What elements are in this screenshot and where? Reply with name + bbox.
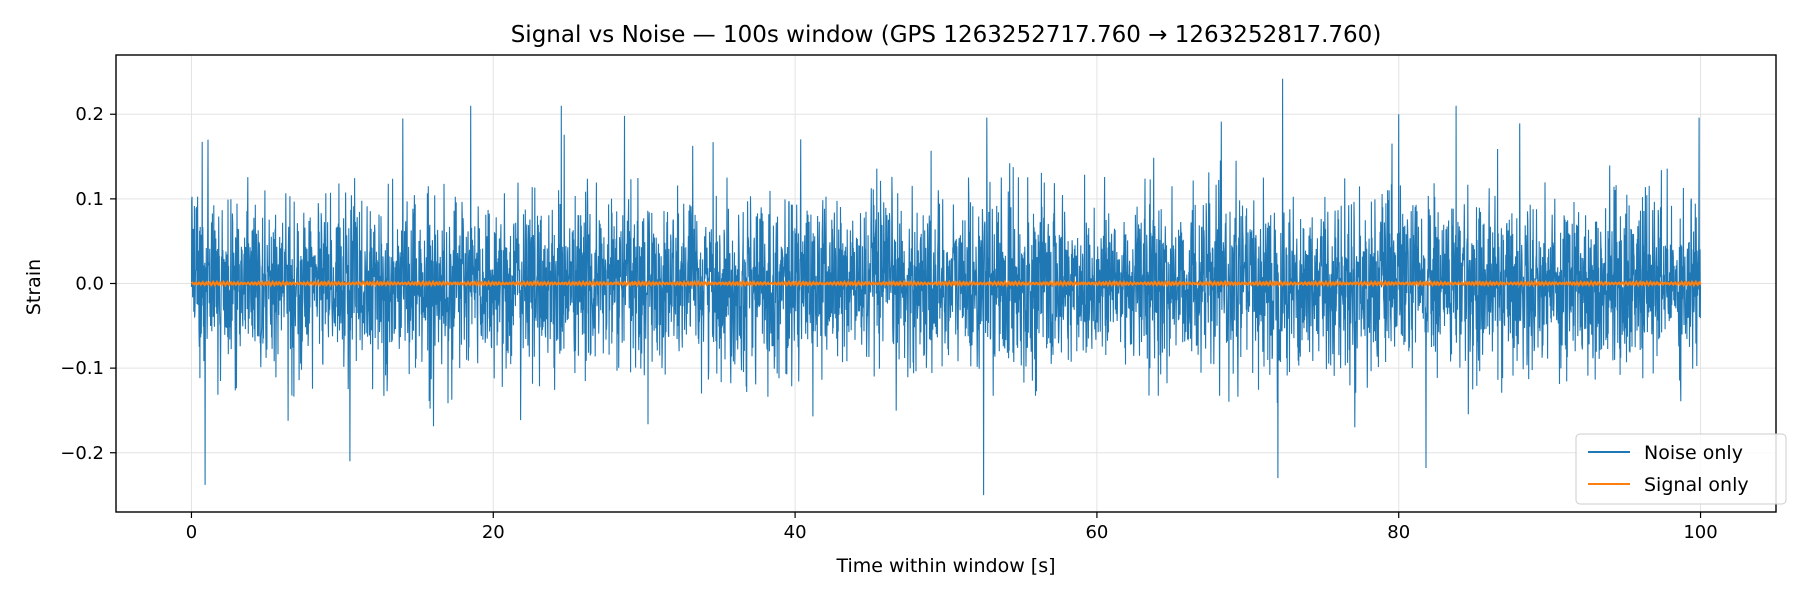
x-axis-label: Time within window [s] [835, 555, 1055, 577]
x-tick-label: 40 [784, 522, 807, 543]
legend-label-signal: Signal only [1644, 474, 1749, 496]
y-axis-label: Strain [23, 259, 45, 315]
y-tick-label: 0.1 [75, 189, 104, 210]
y-tick-label: 0.2 [75, 104, 104, 125]
x-tick-label: 80 [1387, 522, 1410, 543]
legend-label-noise: Noise only [1644, 442, 1743, 464]
y-tick-label: 0.0 [75, 274, 104, 295]
x-tick-label: 0 [186, 522, 197, 543]
y-tick-label: −0.2 [60, 443, 104, 464]
x-tick-label: 60 [1085, 522, 1108, 543]
signal-series-line [190, 279, 1702, 288]
axis-ticks: 0 20 40 60 80 100 −0.2 −0.1 0.0 0.1 0.2 [60, 104, 1717, 543]
plot-series [190, 78, 1702, 496]
x-tick-label: 20 [482, 522, 505, 543]
legend: Noise only Signal only [1575, 433, 1787, 505]
chart-title: Signal vs Noise — 100s window (GPS 12632… [511, 22, 1382, 48]
x-tick-label: 100 [1683, 522, 1717, 543]
y-tick-label: −0.1 [60, 358, 104, 379]
